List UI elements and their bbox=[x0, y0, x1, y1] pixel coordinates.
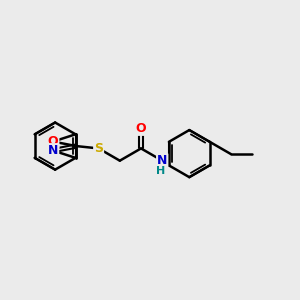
Text: N: N bbox=[157, 154, 167, 167]
Text: H: H bbox=[156, 166, 165, 176]
Text: O: O bbox=[48, 135, 58, 148]
Text: N: N bbox=[48, 144, 58, 157]
Text: S: S bbox=[94, 142, 103, 155]
Text: O: O bbox=[136, 122, 146, 135]
